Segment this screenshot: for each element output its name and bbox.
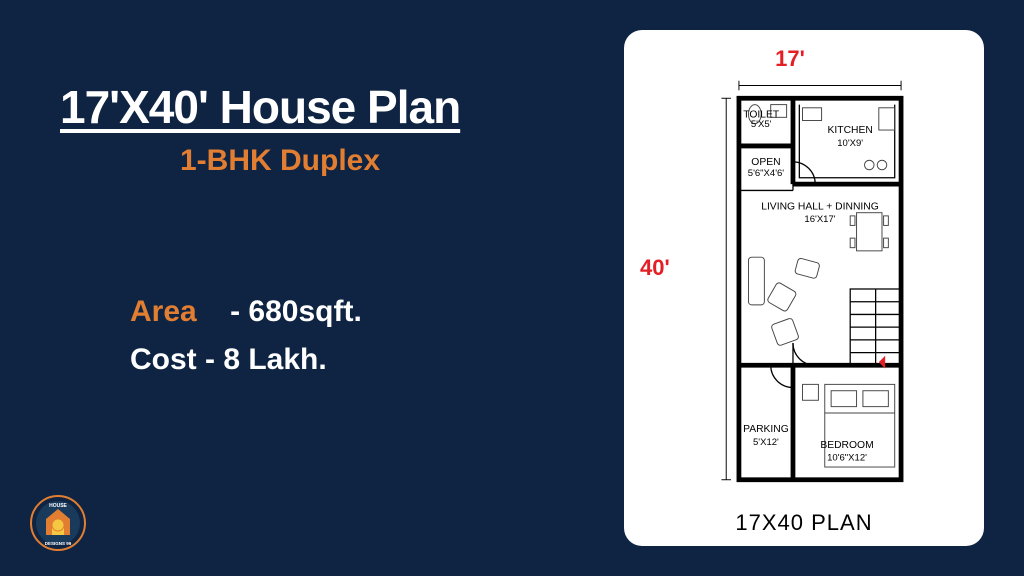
- page-title: 17'X40' House Plan: [60, 80, 580, 134]
- height-dimension: 40': [640, 30, 670, 506]
- svg-text:HOUSE: HOUSE: [49, 503, 67, 509]
- cost-label: Cost: [130, 343, 197, 376]
- svg-text:PARKING: PARKING: [743, 424, 789, 435]
- svg-text:LIVING HALL + DINNING: LIVING HALL + DINNING: [761, 202, 879, 213]
- width-dimension: 17': [624, 46, 956, 72]
- svg-text:BEDROOM: BEDROOM: [820, 440, 873, 451]
- svg-text:DESIGNS 99: DESIGNS 99: [45, 541, 72, 546]
- svg-text:KITCHEN: KITCHEN: [828, 125, 873, 136]
- floorplan-card: 17' 40': [624, 30, 984, 546]
- floorplan-diagram: TOILET 5'X5' KITCHEN 10'X9' OPEN 5'6"X4'…: [684, 76, 956, 502]
- svg-text:OPEN: OPEN: [751, 157, 780, 168]
- area-value: - 680sqft.: [230, 295, 362, 328]
- stats-block: Area - 680sqft. Cost - 8 Lakh.: [130, 288, 580, 384]
- subtitle: 1-BHK Duplex: [180, 144, 580, 178]
- brand-logo: HOUSE DESIGNS 99: [30, 495, 86, 551]
- area-label: Area: [130, 295, 197, 328]
- cost-line: Cost - 8 Lakh.: [130, 336, 580, 384]
- svg-text:10'6"X12': 10'6"X12': [827, 453, 867, 464]
- cost-value: - 8 Lakh.: [205, 343, 327, 376]
- svg-text:5'X12': 5'X12': [753, 437, 779, 448]
- svg-text:16'X17': 16'X17': [804, 214, 835, 225]
- svg-text:5'X5': 5'X5': [751, 119, 772, 130]
- svg-text:5'6"X4'6': 5'6"X4'6': [748, 168, 785, 179]
- area-line: Area - 680sqft.: [130, 288, 580, 336]
- plan-caption: 17X40 PLAN: [624, 510, 984, 536]
- svg-text:10'X9': 10'X9': [837, 138, 863, 149]
